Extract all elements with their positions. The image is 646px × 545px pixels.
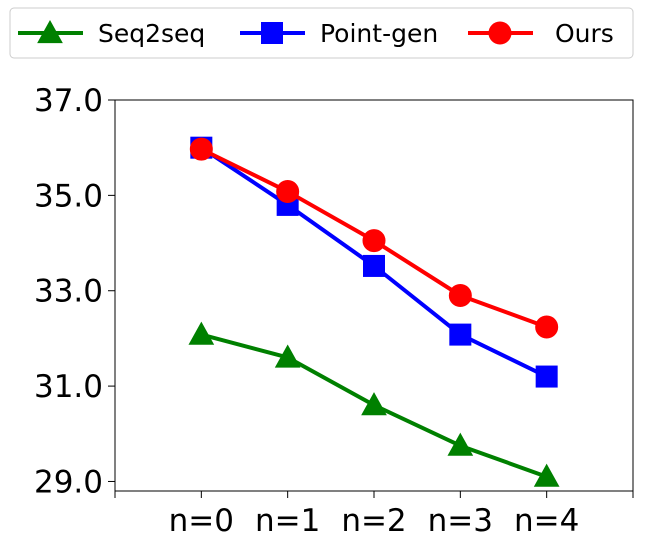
y-axis: 29.0 31.0 33.0 35.0 37.0: [34, 83, 115, 500]
data-point: [363, 254, 385, 277]
data-point: [447, 432, 474, 456]
legend-item-point-gen: Point-gen: [240, 19, 438, 48]
legend-label: Point-gen: [320, 19, 438, 48]
x-tick-label: n=3: [428, 503, 493, 539]
y-tick-label: 37.0: [34, 83, 103, 119]
x-axis: n=0 n=1 n=2 n=3 n=4: [114, 491, 634, 539]
series-point-gen: [190, 136, 558, 388]
data-point: [189, 137, 213, 161]
data-point: [449, 323, 472, 346]
legend-label: Ours: [555, 19, 614, 48]
x-tick-label: n=2: [341, 503, 406, 539]
y-tick-label: 29.0: [34, 464, 103, 500]
legend-item-ours: Ours: [468, 19, 614, 48]
x-tick-label: n=0: [169, 503, 234, 539]
data-point: [274, 344, 301, 368]
data-point: [188, 321, 215, 345]
data-point: [535, 365, 558, 388]
data-point: [448, 284, 472, 307]
data-point: [361, 392, 387, 416]
legend-marker: [37, 19, 63, 44]
data-point: [535, 315, 559, 339]
series-group: [188, 136, 560, 487]
legend-item-seq2seq: Seq2seq: [18, 19, 205, 48]
legend-frame: [9, 7, 634, 59]
x-tick-label: n=4: [514, 503, 579, 539]
data-point: [362, 229, 386, 253]
data-point: [533, 463, 560, 487]
legend: Seq2seq Point-gen Ours: [9, 7, 634, 59]
y-tick-label: 33.0: [34, 274, 103, 310]
data-point: [276, 180, 300, 204]
y-tick-label: 35.0: [34, 178, 103, 214]
series-ours: [189, 137, 559, 339]
x-tick-label: n=1: [255, 503, 320, 539]
legend-marker: [261, 22, 283, 44]
series-seq2seq: [188, 321, 560, 487]
legend-label: Seq2seq: [98, 19, 205, 48]
y-tick-label: 31.0: [34, 369, 103, 405]
legend-marker: [488, 21, 512, 45]
